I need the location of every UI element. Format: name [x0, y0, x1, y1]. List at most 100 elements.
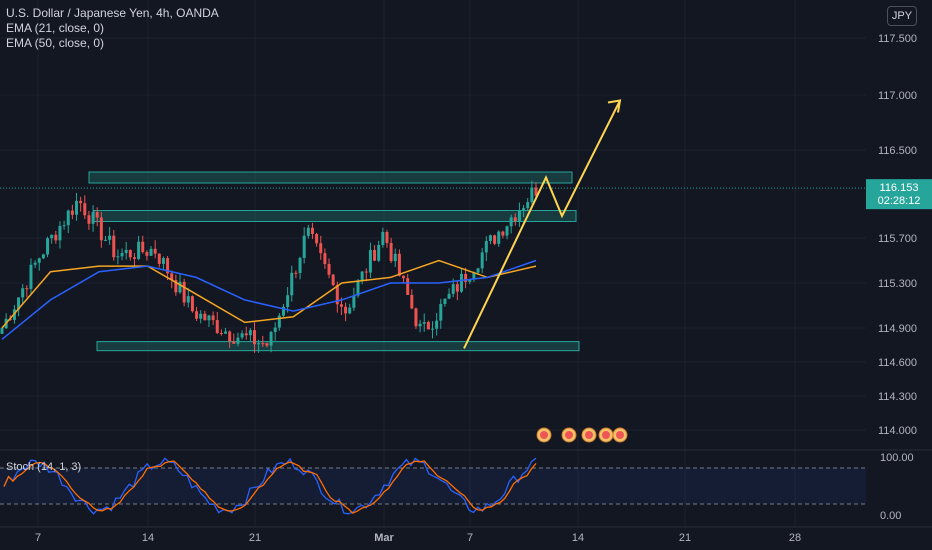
- candle-body: [426, 322, 430, 330]
- current-price-tag: [866, 179, 932, 210]
- candle-body: [435, 320, 439, 329]
- candle-body: [33, 262, 37, 265]
- candle-body: [306, 227, 310, 236]
- price-axis-bg: [866, 0, 932, 550]
- candle-body: [261, 343, 265, 345]
- projection-arrowhead: [607, 99, 622, 113]
- current-price-value: 116.153: [880, 182, 919, 194]
- candle-body: [368, 249, 372, 273]
- candle-body: [236, 337, 240, 344]
- time-tick-label: 14: [572, 532, 584, 544]
- candle-body: [472, 272, 476, 280]
- candle-body: [286, 295, 290, 307]
- time-tick-label: 21: [249, 532, 261, 544]
- candle-body: [530, 187, 534, 203]
- candle-body: [166, 258, 170, 274]
- candle-body: [381, 231, 385, 245]
- zone-support: [96, 341, 580, 352]
- candle-body: [161, 258, 165, 264]
- candle-body: [385, 231, 389, 243]
- candle-body: [178, 281, 182, 293]
- stoch-d-line: [3, 460, 537, 514]
- candle-body: [153, 248, 157, 254]
- stoch-band-fill: [0, 468, 866, 504]
- symbol-title[interactable]: U.S. Dollar / Japanese Yen, 4h, OANDA: [6, 6, 219, 20]
- price-tick-label: 115.300: [878, 278, 917, 290]
- candle-body: [443, 298, 447, 304]
- candle-body: [190, 296, 194, 312]
- stoch-lines: [3, 457, 537, 515]
- candle-body: [257, 343, 261, 345]
- price-tick-label: 117.000: [878, 90, 917, 102]
- candle-body: [273, 327, 277, 332]
- price-tick-label: 116.500: [878, 145, 917, 157]
- candle-body: [145, 252, 149, 256]
- projection-arrow: [463, 99, 622, 349]
- candle-body: [54, 234, 58, 241]
- time-tick-label: 21: [679, 532, 691, 544]
- candle-body: [219, 333, 223, 335]
- stoch-tick-label: 0.00: [880, 510, 901, 522]
- candle-body: [360, 271, 364, 282]
- candle-body: [79, 200, 83, 204]
- candle-body: [21, 288, 25, 298]
- price-tick-label: 115.700: [878, 233, 917, 245]
- price-tick-label: 114.900: [878, 323, 917, 335]
- candle-body: [339, 304, 343, 307]
- bar-countdown: 02:28:12: [878, 195, 921, 207]
- time-tick-label: Mar: [374, 532, 394, 544]
- candle-body: [522, 208, 526, 211]
- candle-body: [149, 248, 153, 256]
- event-flag-icon: [616, 431, 624, 439]
- ema21-label[interactable]: EMA (21, close, 0): [6, 21, 105, 35]
- candle-body: [224, 331, 228, 334]
- candle-body: [228, 331, 232, 342]
- candle-body: [422, 322, 426, 324]
- candle-body: [108, 235, 112, 240]
- candle-body: [128, 249, 132, 258]
- candle-body: [83, 203, 87, 216]
- candle-body: [29, 264, 33, 289]
- candle-body: [459, 273, 463, 292]
- candle-body: [302, 235, 306, 258]
- candle-body: [534, 187, 538, 196]
- candle-body: [70, 210, 74, 215]
- candle-body: [517, 210, 521, 222]
- candle-body: [211, 315, 215, 321]
- candlestick-series: [0, 180, 538, 353]
- candle-body: [66, 210, 70, 226]
- candle-body: [46, 238, 50, 255]
- candle-body: [41, 254, 45, 259]
- candle-body: [203, 313, 207, 321]
- candle-body: [298, 257, 302, 273]
- candle-body: [447, 293, 451, 299]
- candle-body: [488, 235, 492, 241]
- candle-body: [451, 284, 455, 294]
- candle-body: [215, 320, 219, 334]
- candle-body: [344, 306, 348, 314]
- candle-body: [207, 315, 211, 321]
- candle-body: [505, 226, 509, 236]
- event-flag-icon: [585, 431, 593, 439]
- candle-body: [62, 225, 66, 227]
- candle-body: [393, 253, 397, 262]
- candle-body: [468, 279, 472, 282]
- candle-body: [137, 241, 141, 259]
- chart-legend: U.S. Dollar / Japanese Yen, 4h, OANDA EM…: [6, 6, 219, 51]
- stoch-band: [0, 467, 866, 505]
- ema50-label[interactable]: EMA (50, close, 0): [6, 36, 105, 50]
- candle-body: [348, 307, 352, 314]
- candle-body: [157, 253, 161, 264]
- candle-body: [87, 215, 91, 224]
- candle-body: [124, 249, 128, 254]
- candle-body: [232, 341, 236, 344]
- candle-body: [410, 294, 414, 309]
- currency-badge[interactable]: JPY: [887, 6, 917, 26]
- candle-body: [116, 256, 120, 258]
- candle-body: [526, 202, 530, 209]
- candle-body: [414, 308, 418, 327]
- stoch-label[interactable]: Stoch (14, 1, 3): [6, 461, 82, 473]
- candle-body: [120, 253, 124, 257]
